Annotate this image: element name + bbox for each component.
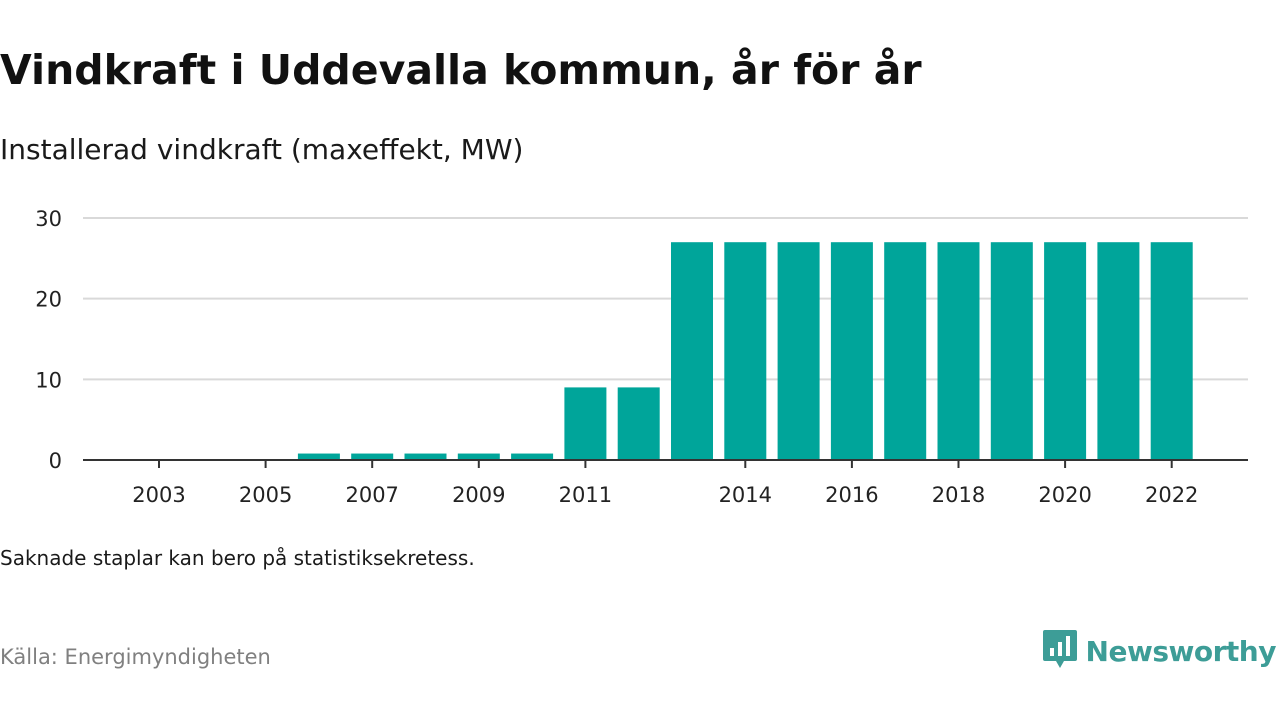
bar-2007 [351, 453, 394, 460]
x-tick-label-2009: 2009 [452, 483, 505, 507]
bar-2021 [1097, 242, 1140, 460]
bars [297, 242, 1193, 460]
bar-chart: 0 10 20 30 2003 2005 2007 2009 2011 2014 2016 2018 2… [35, 207, 1248, 507]
x-tick-label-2014: 2014 [719, 483, 772, 507]
bar-2012 [617, 387, 660, 460]
brand-name: Newsworthy [1085, 634, 1277, 668]
x-tick-label-2007: 2007 [345, 483, 398, 507]
bar-2010 [511, 453, 554, 460]
brand-logo[interactable]: Newsworthy [1042, 628, 1277, 674]
axes: 0 10 20 30 2003 2005 2007 2009 2011 2014 2016 2018 2… [35, 207, 1248, 507]
bar-2011 [564, 387, 607, 460]
x-tick-label-2003: 2003 [132, 483, 185, 507]
y-tick-label-10: 10 [35, 368, 62, 392]
bar-2008 [404, 453, 447, 460]
bar-2019 [990, 242, 1033, 460]
x-tick-label-2005: 2005 [239, 483, 292, 507]
x-tick-label-2020: 2020 [1038, 483, 1091, 507]
bar-2022 [1150, 242, 1193, 460]
x-tick-label-2016: 2016 [825, 483, 878, 507]
bar-2009 [457, 453, 500, 460]
bar-2016 [830, 242, 873, 460]
x-tick-label-2011: 2011 [559, 483, 612, 507]
source-credit: Källa: Energimyndigheten [0, 645, 271, 669]
bar-2020 [1044, 242, 1087, 460]
x-tick-label-2022: 2022 [1145, 483, 1198, 507]
chart-title: Vindkraft i Uddevalla kommun, år för år [0, 46, 922, 94]
y-tick-label-20: 20 [35, 288, 62, 312]
bar-2015 [777, 242, 820, 460]
x-tick-label-2018: 2018 [932, 483, 985, 507]
newsworthy-logo-icon [1042, 628, 1078, 674]
bar-2014 [724, 242, 767, 460]
bar-2017 [884, 242, 927, 460]
bar-2018 [937, 242, 980, 460]
y-tick-label-30: 30 [35, 207, 62, 231]
bar-2006 [297, 453, 340, 460]
footnote: Saknade staplar kan bero på statistiksek… [0, 546, 475, 570]
chart-subtitle: Installerad vindkraft (maxeffekt, MW) [0, 133, 524, 166]
y-tick-label-0: 0 [49, 449, 62, 473]
bar-2013 [671, 242, 713, 460]
